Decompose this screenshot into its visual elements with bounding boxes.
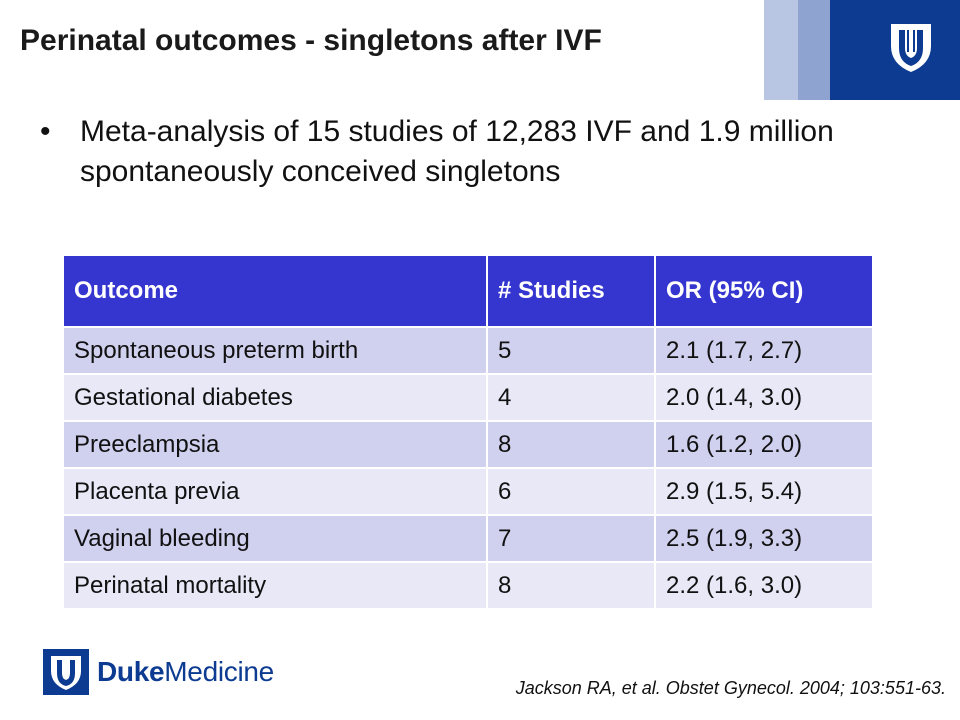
bullet-point: • Meta-analysis of 15 studies of 12,283 … (40, 112, 940, 192)
table-header-row: Outcome # Studies OR (95% CI) (64, 256, 872, 327)
table-row: Spontaneous preterm birth 5 2.1 (1.7, 2.… (64, 326, 872, 374)
bullet-text: Meta-analysis of 15 studies of 12,283 IV… (80, 115, 834, 188)
header-or: OR (95% CI) (655, 256, 872, 327)
cell-or: 2.0 (1.4, 3.0) (655, 373, 872, 421)
slide-title: Perinatal outcomes - singletons after IV… (20, 24, 602, 57)
cell-outcome: Preeclampsia (64, 420, 488, 468)
cell-or: 2.9 (1.5, 5.4) (655, 467, 872, 515)
logo-word-duke: Duke (97, 656, 165, 687)
cell-outcome: Vaginal bleeding (64, 514, 488, 562)
duke-shield-icon (43, 649, 89, 695)
cell-outcome: Perinatal mortality (64, 561, 488, 608)
cell-studies: 7 (487, 514, 656, 562)
header-studies: # Studies (487, 256, 656, 327)
bullet-marker: • (40, 115, 51, 148)
logo-word-medicine: Medicine (164, 656, 274, 687)
cell-or: 2.5 (1.9, 3.3) (655, 514, 872, 562)
table-row: Gestational diabetes 4 2.0 (1.4, 3.0) (64, 373, 872, 421)
logo-wordmark: DukeMedicine (97, 656, 274, 688)
table-row: Perinatal mortality 8 2.2 (1.6, 3.0) (64, 561, 872, 608)
cell-outcome: Gestational diabetes (64, 373, 488, 421)
cell-studies: 4 (487, 373, 656, 421)
cell-or: 2.1 (1.7, 2.7) (655, 326, 872, 374)
header-block-light (764, 0, 798, 100)
citation: Jackson RA, et al. Obstet Gynecol. 2004;… (515, 678, 946, 698)
cell-studies: 6 (487, 467, 656, 515)
duke-medicine-logo: DukeMedicine (43, 649, 274, 695)
header-outcome: Outcome (64, 256, 488, 327)
table-row: Placenta previa 6 2.9 (1.5, 5.4) (64, 467, 872, 515)
header-decoration (764, 0, 960, 100)
cell-outcome: Spontaneous preterm birth (64, 326, 488, 374)
outcomes-table: Outcome # Studies OR (95% CI) Spontaneou… (64, 256, 872, 608)
cell-studies: 8 (487, 561, 656, 608)
cell-studies: 5 (487, 326, 656, 374)
table-row: Vaginal bleeding 7 2.5 (1.9, 3.3) (64, 514, 872, 562)
header-block-medium (798, 0, 830, 100)
cell-or: 1.6 (1.2, 2.0) (655, 420, 872, 468)
cell-studies: 8 (487, 420, 656, 468)
cell-or: 2.2 (1.6, 3.0) (655, 561, 872, 608)
table-row: Preeclampsia 8 1.6 (1.2, 2.0) (64, 420, 872, 468)
cell-outcome: Placenta previa (64, 467, 488, 515)
duke-shield-icon (891, 24, 931, 72)
